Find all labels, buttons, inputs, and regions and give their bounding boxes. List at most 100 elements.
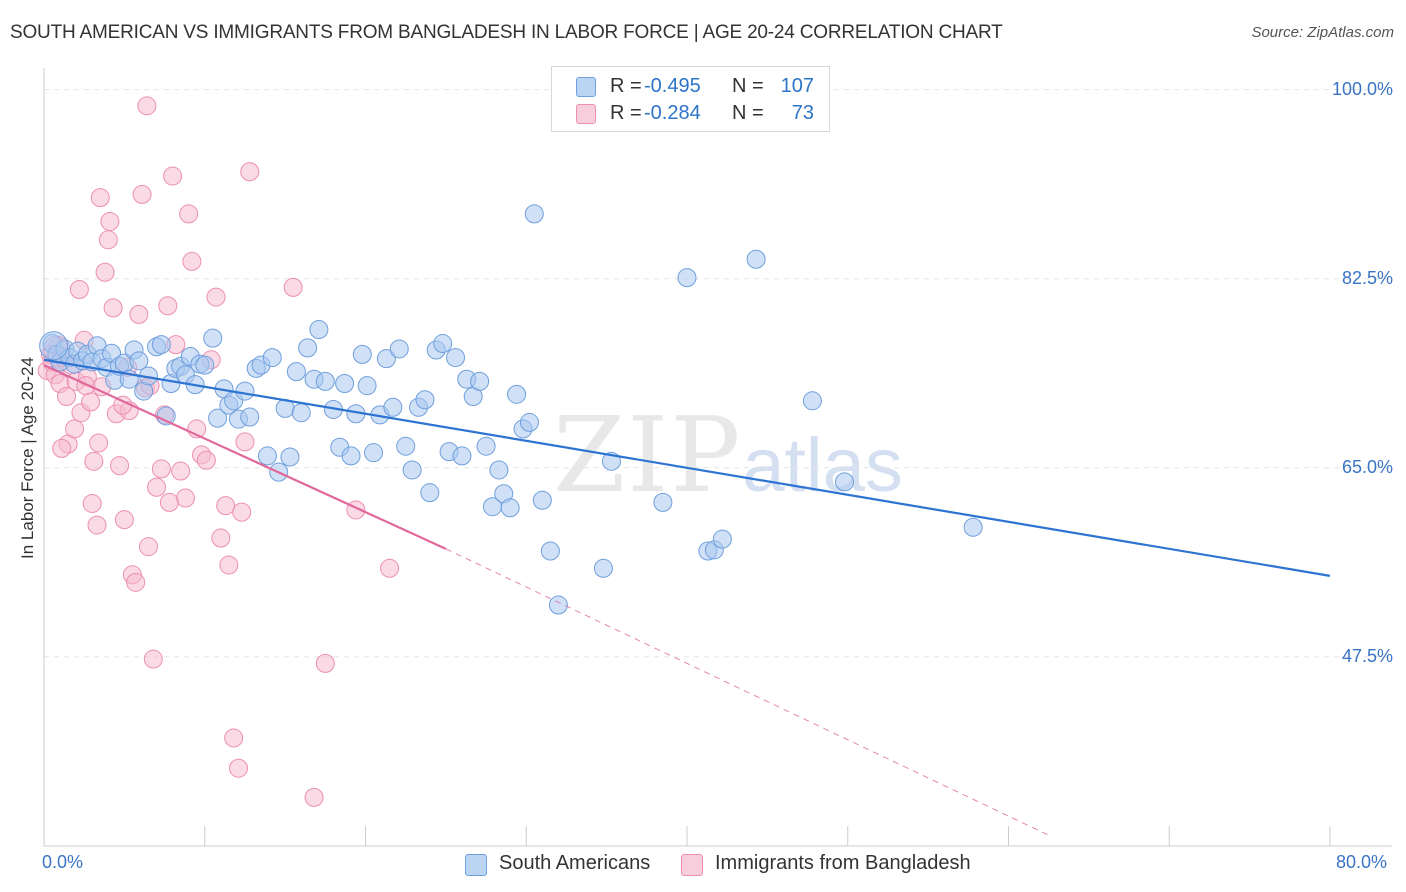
bottom-legend-label: Immigrants from Bangladesh [715, 852, 971, 874]
bangladesh-point [206, 287, 226, 307]
south-american-point [383, 397, 403, 417]
bottom-legend-label: South Americans [499, 852, 651, 874]
south-american-point [341, 446, 361, 466]
south-american-point [415, 390, 435, 410]
bangladesh-point [69, 280, 89, 300]
bangladesh-point [240, 162, 260, 182]
bangladesh-point [211, 528, 231, 548]
south-american-point [286, 362, 306, 382]
south-american-point [476, 436, 496, 456]
y-tick-label-47-5: 47.5% [1341, 645, 1393, 666]
south-american-point [352, 344, 372, 364]
legend-swatch-blue [576, 77, 596, 97]
south-american-point [452, 446, 472, 466]
bangladesh-point [175, 488, 195, 508]
south-american-point [677, 268, 697, 288]
bangladesh-points [37, 96, 400, 807]
bangladesh-point [126, 572, 146, 592]
bangladesh-point [159, 492, 179, 512]
south-american-point [653, 492, 673, 512]
south-american-point [802, 391, 822, 411]
watermark-atlas: atlas [742, 423, 903, 508]
south-american-point [433, 334, 453, 354]
south-american-point [298, 338, 318, 358]
south-american-point [208, 408, 228, 428]
legend-r-value: -0.284 [644, 102, 701, 124]
bangladesh-point [137, 96, 157, 116]
bangladesh-point [171, 461, 191, 481]
y-tick-label-65: 65.0% [1341, 456, 1393, 477]
south-american-point [235, 381, 255, 401]
south-american-point [195, 355, 215, 375]
south-american-point [151, 335, 171, 355]
bangladesh-point [129, 304, 149, 324]
south-american-point [746, 249, 766, 269]
bangladesh-point [216, 496, 236, 516]
bangladesh-point [219, 555, 239, 575]
bangladesh-point [232, 502, 252, 522]
x-tick-label-min: 0.0% [42, 852, 84, 872]
south-american-point [835, 472, 855, 492]
bottom-legend-swatch-blue [465, 854, 487, 876]
south-american-point [335, 374, 355, 394]
bangladesh-trend-line [43, 364, 447, 550]
trend-layer [43, 358, 1331, 836]
bangladesh-point [76, 376, 96, 396]
south-american-point [524, 204, 544, 224]
bangladesh-point [138, 537, 158, 557]
bottom-legend-swatch-pink [681, 854, 703, 876]
bangladesh-trend-extension [445, 548, 1049, 836]
bangladesh-point [315, 653, 335, 673]
bangladesh-point [98, 230, 118, 250]
x-tick-label-max: 80.0% [1336, 852, 1388, 872]
bangladesh-point [304, 787, 324, 807]
south-american-point [470, 371, 490, 391]
bangladesh-point [114, 510, 134, 530]
bangladesh-point [57, 386, 77, 406]
bangladesh-point [235, 432, 255, 452]
south-american-point [357, 376, 377, 396]
south-american-point [364, 443, 384, 463]
bangladesh-point [84, 451, 104, 471]
south-american-points [39, 204, 983, 615]
south-american-point [129, 351, 149, 371]
south-american-point [519, 412, 539, 432]
bangladesh-point [82, 493, 102, 513]
bangladesh-point [224, 728, 244, 748]
bangladesh-point [90, 188, 110, 208]
south-american-point [532, 490, 552, 510]
south-american-point [712, 529, 732, 549]
bangladesh-point [163, 166, 183, 186]
south-american-point [376, 349, 396, 369]
bangladesh-point [158, 296, 178, 316]
bangladesh-point [229, 758, 249, 778]
bangladesh-point [147, 477, 167, 497]
bangladesh-point [143, 649, 163, 669]
south-american-point [309, 319, 329, 339]
south-american-point [315, 371, 335, 391]
bangladesh-point [95, 262, 115, 282]
watermark-zip: ZIP [553, 394, 743, 516]
y-tick-label-100: 100.0% [1331, 78, 1393, 99]
south-american-point [548, 595, 568, 615]
bangladesh-point [52, 438, 72, 458]
bangladesh-point [151, 459, 171, 479]
legend-swatch-pink [576, 104, 596, 124]
bangladesh-point [179, 204, 199, 224]
south-american-point [280, 447, 300, 467]
legend-r-label: R = [610, 75, 642, 97]
y-tick-label-82-5: 82.5% [1341, 267, 1393, 288]
bangladesh-point [196, 450, 216, 470]
correlation-legend: R = -0.495 N = 107 R = -0.284 N = 73 [551, 66, 830, 132]
bangladesh-point [132, 184, 152, 204]
south-american-point [389, 339, 409, 359]
south-american-point [963, 517, 983, 537]
south-american-point [203, 328, 223, 348]
south-american-point [262, 348, 282, 368]
chart-title: SOUTH AMERICAN VS IMMIGRANTS FROM BANGLA… [10, 22, 1003, 43]
south-american-point [291, 403, 311, 423]
south-american-trend-line [43, 358, 1331, 577]
chart-source: Source: ZipAtlas.com [1251, 24, 1394, 41]
south-american-point [396, 436, 416, 456]
